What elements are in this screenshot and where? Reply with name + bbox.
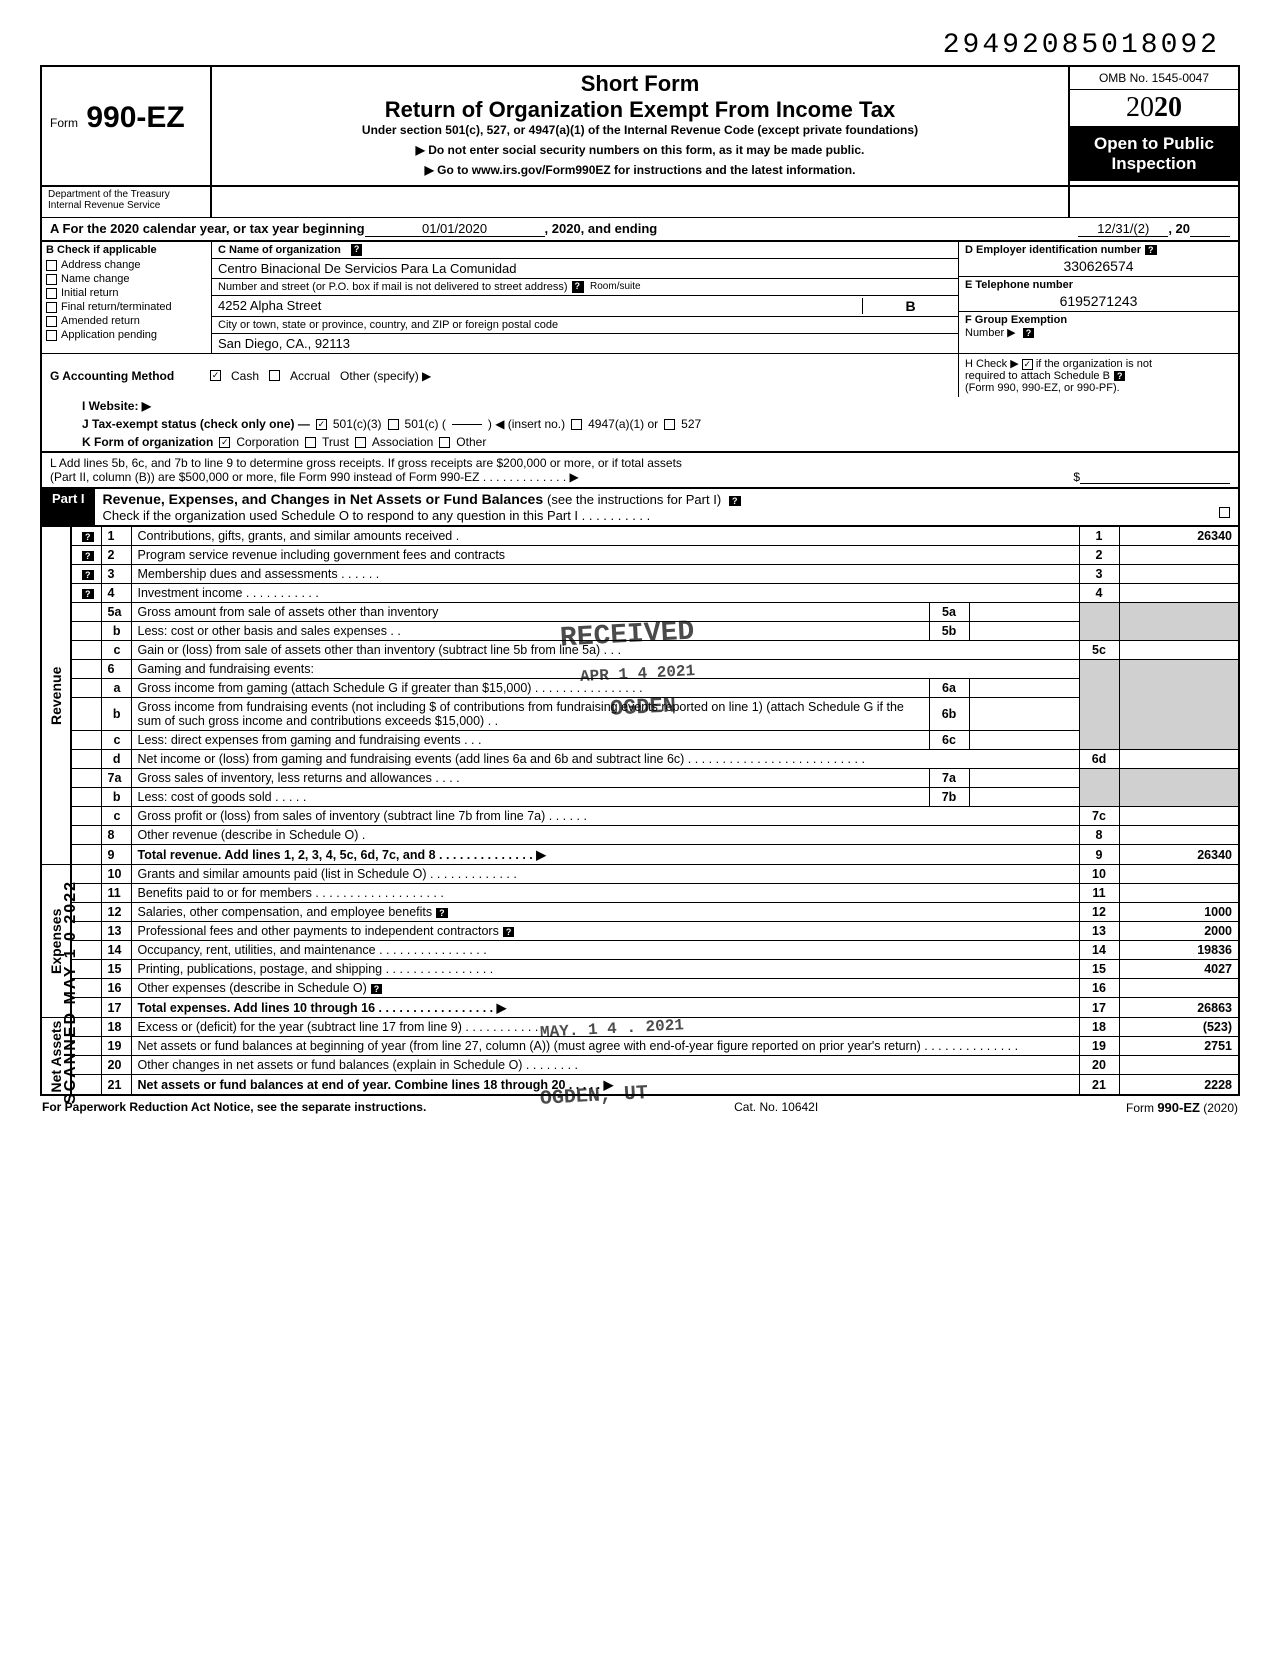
help-icon[interactable]: ? [729, 496, 741, 506]
form-number: 990-EZ [86, 101, 184, 134]
line-i: I Website: ▶ [40, 397, 1240, 415]
checkbox-address-change[interactable] [46, 260, 57, 271]
line-g: G Accounting Method ✓Cash Accrual Other … [42, 354, 958, 397]
line-9-value[interactable]: 26340 [1119, 845, 1239, 865]
line-l: L Add lines 5b, 6c, and 7b to line 9 to … [40, 452, 1240, 489]
dept-cell: Department of the Treasury Internal Reve… [42, 187, 212, 217]
dept-row: Department of the Treasury Internal Reve… [40, 187, 1240, 217]
checkbox-schedule-o-part1[interactable] [1219, 507, 1230, 518]
line-k: K Form of organization ✓Corporation Trus… [40, 433, 1240, 452]
checkbox-initial-return[interactable] [46, 288, 57, 299]
line-10-value[interactable] [1119, 865, 1239, 884]
line-21-value[interactable]: 2228 [1119, 1075, 1239, 1096]
line-7b-value[interactable] [969, 788, 1079, 807]
part-i-table: Revenue ? 1 Contributions, gifts, grants… [40, 526, 1240, 1096]
line-15-value[interactable]: 4027 [1119, 960, 1239, 979]
line-1-value[interactable]: 26340 [1119, 527, 1239, 546]
checkbox-other-org[interactable] [439, 437, 450, 448]
line-7a-value[interactable] [969, 769, 1079, 788]
help-icon[interactable]: ? [1145, 245, 1157, 255]
checkbox-corporation[interactable]: ✓ [219, 437, 230, 448]
city-state-zip[interactable]: San Diego, CA., 92113 [218, 336, 952, 351]
line-6c-value[interactable] [969, 731, 1079, 750]
section-def: D Employer identification number? 330626… [958, 242, 1238, 353]
checkbox-501c3[interactable]: ✓ [316, 419, 327, 430]
checkbox-schedule-b[interactable]: ✓ [1022, 359, 1033, 370]
form-990ez-page: 29492085018092 Form 990-EZ Short Form Re… [40, 30, 1240, 1119]
help-icon[interactable]: ? [1023, 328, 1035, 338]
side-label-revenue: Revenue [41, 527, 71, 865]
checkbox-accrual[interactable] [269, 370, 280, 381]
form-header: Form 990-EZ Short Form Return of Organiz… [40, 65, 1240, 187]
omb-number: OMB No. 1545-0047 [1070, 67, 1238, 90]
section-b: B Check if applicable Address change Nam… [42, 242, 212, 353]
line-h: H Check ▶ ✓ if the organization is not r… [958, 354, 1238, 397]
entity-info-block: B Check if applicable Address change Nam… [40, 242, 1240, 354]
checkbox-amended[interactable] [46, 316, 57, 327]
line-7c-value[interactable] [1119, 807, 1239, 826]
title-url: ▶ Go to www.irs.gov/Form990EZ for instru… [222, 163, 1058, 177]
line-8-value[interactable] [1119, 826, 1239, 845]
part-i-label: Part I [42, 489, 95, 525]
line-19-value[interactable]: 2751 [1119, 1037, 1239, 1056]
help-icon[interactable]: ? [572, 281, 584, 293]
line-14-value[interactable]: 19836 [1119, 941, 1239, 960]
line-4-value[interactable] [1119, 584, 1239, 603]
title-short-form: Short Form [222, 71, 1058, 97]
line-2-value[interactable] [1119, 546, 1239, 565]
line-18-value[interactable]: (523) [1119, 1018, 1239, 1037]
section-b-heading: B Check if applicable [42, 242, 211, 258]
checkbox-name-change[interactable] [46, 274, 57, 285]
tax-year: 2020 [1070, 90, 1238, 128]
telephone[interactable]: 6195271243 [965, 291, 1232, 309]
line-12-value[interactable]: 1000 [1119, 903, 1239, 922]
checkbox-4947[interactable] [571, 419, 582, 430]
checkbox-association[interactable] [355, 437, 366, 448]
form-prefix: Form [50, 116, 78, 130]
line-a-calendar-year: A For the 2020 calendar year, or tax yea… [40, 217, 1240, 242]
line-j: J Tax-exempt status (check only one) — ✓… [40, 415, 1240, 433]
page-footer: For Paperwork Reduction Act Notice, see … [40, 1096, 1240, 1119]
street-address[interactable]: 4252 Alpha Street [218, 298, 862, 314]
line-17-value[interactable]: 26863 [1119, 998, 1239, 1018]
scanned-side-stamp: SCANNED MAY 1 0 2022 [62, 880, 80, 1104]
checkbox-501c[interactable] [388, 419, 399, 430]
line-3-value[interactable] [1119, 565, 1239, 584]
line-5a-value[interactable] [969, 603, 1079, 622]
checkbox-final-return[interactable] [46, 302, 57, 313]
line-11-value[interactable] [1119, 884, 1239, 903]
checkbox-527[interactable] [664, 419, 675, 430]
header-right: OMB No. 1545-0047 2020 Open to Public In… [1068, 67, 1238, 185]
part-i-header: Part I Revenue, Expenses, and Changes in… [40, 489, 1240, 526]
line-13-value[interactable]: 2000 [1119, 922, 1239, 941]
gross-receipts-input[interactable] [1080, 470, 1230, 484]
line-5b-value[interactable] [969, 622, 1079, 641]
section-c: C Name of organization? Centro Binaciona… [212, 242, 958, 353]
help-icon[interactable]: ? [1114, 371, 1126, 381]
tax-year-begin[interactable]: 01/01/2020 [365, 221, 545, 237]
line-6d-value[interactable] [1119, 750, 1239, 769]
line-20-value[interactable] [1119, 1056, 1239, 1075]
checkbox-trust[interactable] [305, 437, 316, 448]
tax-year-end[interactable]: 12/31/(2) [1078, 221, 1168, 237]
checkbox-application-pending[interactable] [46, 330, 57, 341]
line-5c-value[interactable] [1119, 641, 1239, 660]
title-warning: ▶ Do not enter social security numbers o… [222, 143, 1058, 157]
checkbox-cash[interactable]: ✓ [210, 370, 221, 381]
title-subtitle: Under section 501(c), 527, or 4947(a)(1)… [222, 123, 1058, 137]
title-main: Return of Organization Exempt From Incom… [222, 97, 1058, 123]
help-icon[interactable]: ? [351, 244, 363, 256]
document-locator-number: 29492085018092 [40, 30, 1240, 61]
room-suite[interactable]: B [862, 298, 952, 314]
ein[interactable]: 330626574 [965, 256, 1232, 274]
line-6b-value[interactable] [969, 698, 1079, 731]
form-id-cell: Form 990-EZ [42, 67, 212, 185]
line-16-value[interactable] [1119, 979, 1239, 998]
line-6a-value[interactable] [969, 679, 1079, 698]
org-name[interactable]: Centro Binacional De Servicios Para La C… [218, 261, 952, 276]
open-to-public: Open to Public Inspection [1070, 128, 1238, 181]
title-cell: Short Form Return of Organization Exempt… [212, 67, 1068, 185]
